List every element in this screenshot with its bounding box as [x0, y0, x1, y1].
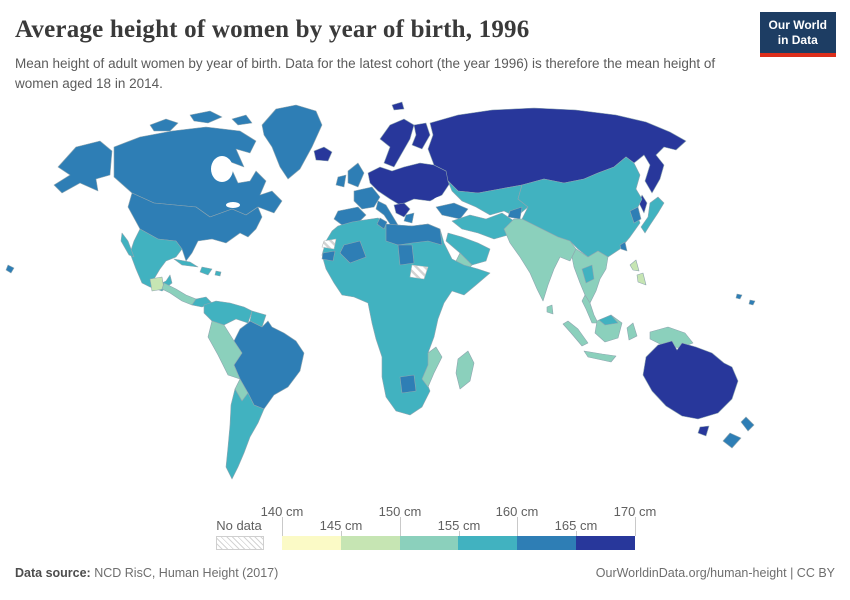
black-sea [433, 196, 455, 206]
country-greece[interactable] [403, 212, 415, 224]
country-chad[interactable] [397, 244, 415, 266]
country-sri-lanka[interactable] [546, 304, 554, 315]
country-malaysia-borneo[interactable] [598, 314, 619, 326]
owid-url-license[interactable]: OurWorldinData.org/human-height | CC BY [595, 566, 835, 580]
owid-logo-line2: in Data [777, 33, 818, 47]
country-madagascar[interactable] [455, 350, 475, 390]
country-hawaii[interactable] [5, 264, 15, 274]
legend-tickline-170 [635, 517, 636, 536]
country-russia[interactable] [427, 107, 687, 194]
legend-tickline-165 [576, 531, 577, 536]
country-pacific-island[interactable] [735, 293, 743, 300]
chart-subtitle: Mean height of adult women by year of bi… [15, 56, 716, 92]
country-arctic-islands[interactable] [231, 114, 253, 126]
country-new-zealand-south[interactable] [722, 432, 742, 449]
country-eastern-europe[interactable] [367, 162, 451, 206]
country-tasmania[interactable] [697, 425, 710, 437]
country-malay-peninsula[interactable] [581, 294, 599, 324]
legend-tick-165: 165 cm [554, 518, 598, 533]
country-alaska[interactable] [53, 140, 113, 194]
country-java[interactable] [583, 350, 617, 363]
legend-bin-150-155[interactable] [399, 536, 459, 550]
country-western-sahara[interactable] [321, 238, 337, 250]
country-japan[interactable] [640, 196, 665, 234]
great-lakes [226, 202, 240, 208]
chart-footer: Data source: NCD RisC, Human Height (201… [15, 566, 835, 580]
country-south-asia[interactable] [503, 218, 577, 302]
country-finland[interactable] [411, 122, 431, 150]
legend-bin-140-145[interactable] [282, 536, 341, 550]
country-central-america[interactable] [161, 282, 197, 306]
country-new-zealand-north[interactable] [740, 416, 755, 432]
legend-tick-170: 170 cm [613, 504, 657, 519]
legend-bin-155-160[interactable] [458, 536, 518, 550]
country-philippines[interactable] [629, 259, 640, 272]
country-peru-bolivia[interactable] [207, 320, 243, 380]
country-arctic-islands[interactable] [189, 110, 223, 124]
country-taiwan[interactable] [619, 241, 628, 252]
country-philippines[interactable] [636, 272, 647, 286]
country-baja-california[interactable] [120, 232, 135, 258]
country-south-sudan[interactable] [409, 264, 429, 280]
world-map-svg [5, 101, 756, 480]
hudson-bay [211, 156, 233, 182]
country-arabia[interactable] [445, 232, 491, 266]
legend-tickline-140 [282, 517, 283, 536]
legend-bin-165-170[interactable] [576, 536, 635, 550]
country-ireland[interactable] [335, 174, 347, 188]
legend-color-bar [282, 536, 635, 550]
map-legend: No data 140 cm 150 cm 160 cm 170 cm 145 … [215, 504, 675, 550]
legend-bin-160-165[interactable] [517, 536, 577, 550]
country-balkans[interactable] [393, 202, 411, 218]
country-hispaniola[interactable] [199, 266, 213, 276]
country-sulawesi[interactable] [626, 322, 638, 341]
country-tunisia[interactable] [376, 217, 388, 230]
legend-tick-160: 160 cm [495, 504, 539, 519]
legend-tick-145: 145 cm [319, 518, 363, 533]
country-arctic-islands[interactable] [149, 118, 179, 132]
data-source: Data source: NCD RisC, Human Height (201… [15, 566, 278, 580]
legend-no-data-swatch[interactable] [216, 536, 264, 550]
country-iceland[interactable] [313, 146, 333, 162]
legend-tick-155: 155 cm [437, 518, 481, 533]
owid-logo[interactable]: Our World in Data [759, 12, 836, 57]
owid-logo-line1: Our World [768, 18, 827, 32]
legend-tickline-145 [341, 531, 342, 536]
legend-tickline-150 [400, 517, 401, 536]
country-cuba[interactable] [173, 258, 199, 268]
country-libya-egypt[interactable] [385, 223, 443, 246]
country-kazakhstan-central-asia[interactable] [447, 180, 529, 218]
owid-logo-stripe [759, 53, 836, 57]
legend-tick-150: 150 cm [378, 504, 422, 519]
country-argentina-chile[interactable] [225, 388, 265, 480]
country-turkey[interactable] [435, 202, 469, 220]
world-map [0, 95, 850, 495]
legend-no-data-label: No data [216, 518, 262, 533]
country-thailand[interactable] [581, 264, 595, 284]
country-senegal[interactable] [321, 250, 336, 262]
page-title: Average height of women by year of birth… [15, 16, 530, 43]
country-greenland[interactable] [261, 104, 323, 180]
country-australia[interactable] [642, 340, 739, 420]
country-puerto-rico[interactable] [214, 270, 222, 277]
legend-tickline-160 [517, 517, 518, 536]
country-korea[interactable] [629, 206, 642, 224]
country-united-kingdom[interactable] [347, 162, 365, 188]
country-svalbard[interactable] [391, 101, 405, 111]
country-colombia-venezuela[interactable] [203, 300, 253, 326]
data-source-label: Data source: [15, 566, 91, 580]
country-sumatra[interactable] [562, 320, 589, 347]
country-mali[interactable] [339, 240, 367, 264]
legend-tick-140: 140 cm [260, 504, 304, 519]
country-botswana[interactable] [399, 374, 417, 394]
country-mozambique[interactable] [421, 346, 443, 388]
country-mexico[interactable] [129, 228, 183, 292]
country-pacific-island[interactable] [748, 299, 756, 306]
legend-tickline-155 [459, 531, 460, 536]
country-france[interactable] [353, 186, 381, 210]
data-source-value: NCD RisC, Human Height (2017) [90, 566, 279, 580]
legend-bin-145-150[interactable] [340, 536, 400, 550]
country-scandinavia[interactable] [379, 118, 415, 168]
